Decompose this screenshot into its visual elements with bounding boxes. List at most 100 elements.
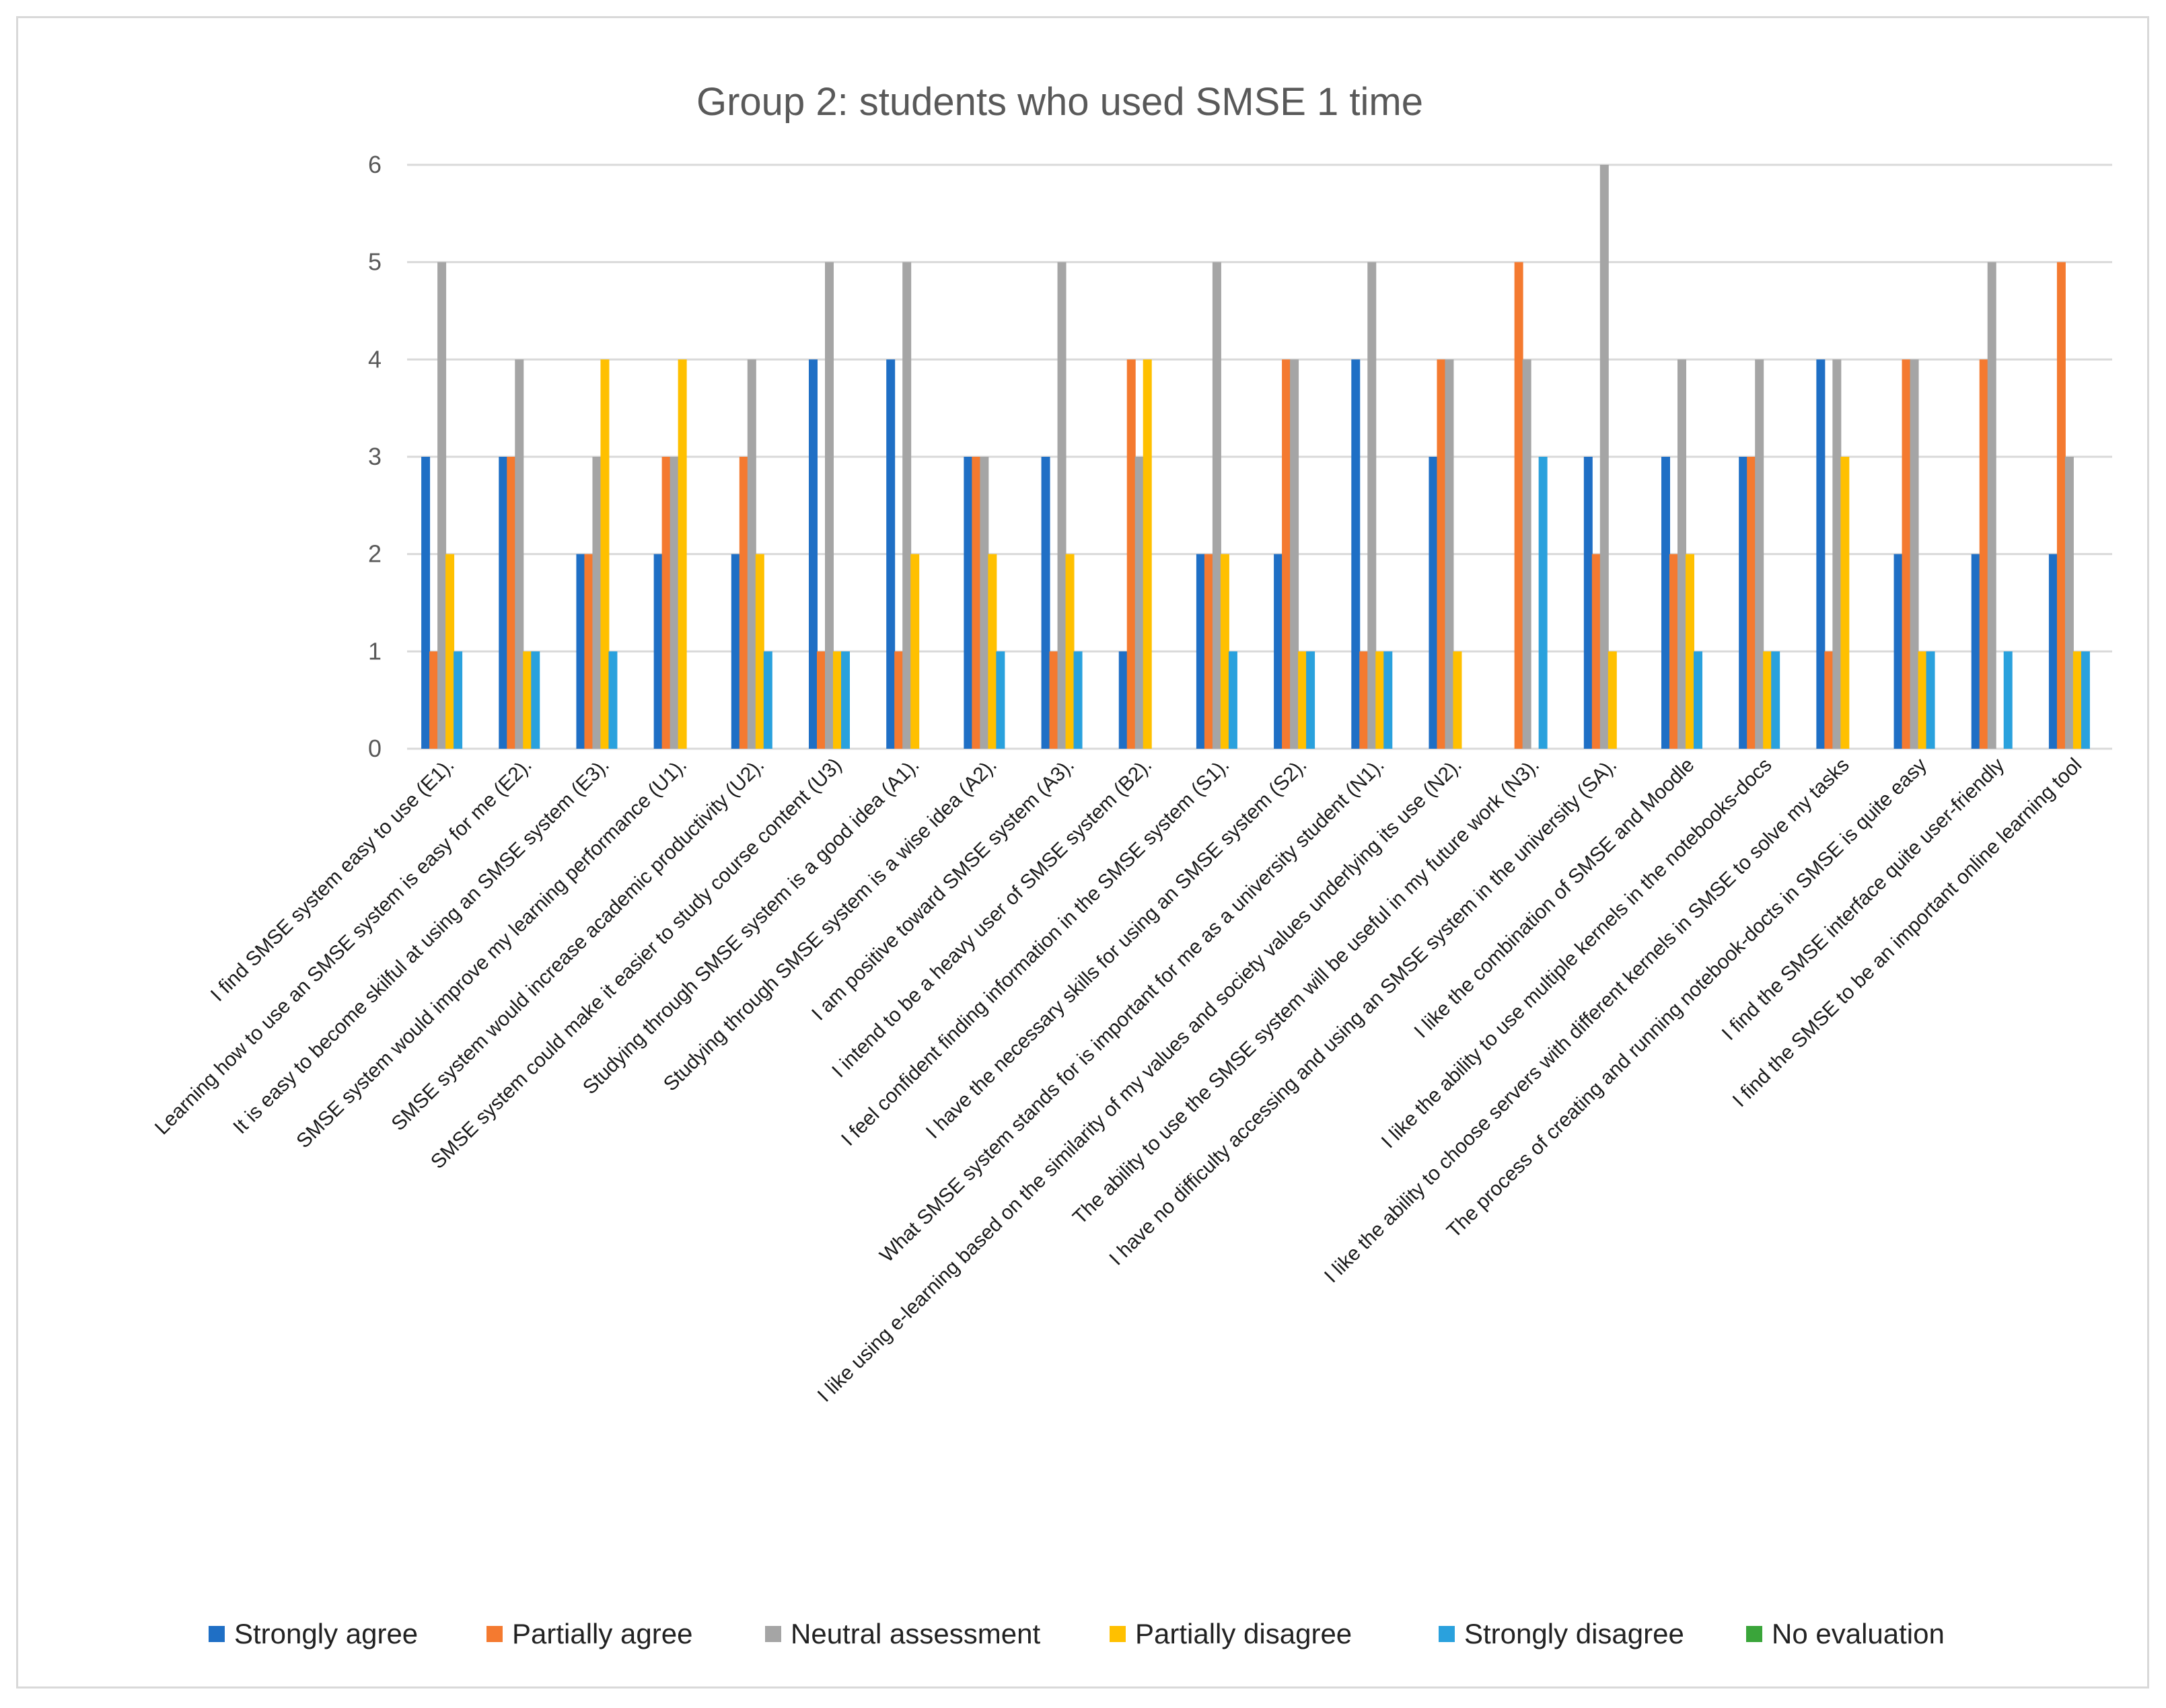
- bar: [507, 457, 516, 749]
- legend-item: Strongly agree: [209, 1618, 418, 1649]
- bar: [584, 554, 593, 749]
- bar: [1204, 554, 1213, 749]
- bar: [1282, 359, 1291, 749]
- bar: [755, 554, 764, 749]
- bar: [763, 651, 772, 749]
- bar: [980, 457, 989, 749]
- bar: [1599, 165, 1609, 749]
- bar: [1437, 359, 1446, 749]
- legend-label: Neutral assessment: [791, 1618, 1040, 1649]
- bar: [523, 651, 532, 749]
- legend-swatch: [765, 1626, 781, 1642]
- y-axis-ticks: 0 1 2 3 4 5 6: [368, 151, 382, 762]
- bar-chart: Group 2: students who used SMSE 1 time 0…: [151, 80, 2112, 1649]
- bar: [515, 359, 524, 749]
- bar: [1298, 651, 1307, 749]
- bar: [1041, 457, 1050, 749]
- bar: [1918, 651, 1927, 749]
- bar: [1065, 554, 1075, 749]
- y-tick-label: 2: [368, 540, 382, 568]
- bar: [1910, 359, 1919, 749]
- bar: [1367, 262, 1377, 749]
- legend-swatch: [1110, 1626, 1126, 1642]
- bar: [437, 262, 447, 749]
- y-tick-label: 3: [368, 443, 382, 470]
- legend-swatch: [209, 1626, 225, 1642]
- x-tick-label: I have no difficulty accessing and using…: [1105, 754, 1621, 1270]
- bars: [421, 165, 2090, 749]
- bar: [1143, 359, 1152, 749]
- legend-label: Partially agree: [512, 1618, 692, 1649]
- bar: [739, 457, 748, 749]
- bar: [1747, 457, 1756, 749]
- bar: [653, 554, 663, 749]
- bar: [2081, 651, 2090, 749]
- legend-label: Strongly disagree: [1464, 1618, 1684, 1649]
- x-tick-label: What SMSE system stands for is important…: [875, 754, 1389, 1267]
- bar: [1677, 359, 1686, 749]
- bar: [576, 554, 585, 749]
- bar: [886, 359, 896, 749]
- chart-frame: Group 2: students who used SMSE 1 time 0…: [16, 16, 2149, 1688]
- bar: [1763, 651, 1772, 749]
- bar: [2048, 554, 2058, 749]
- x-axis-ticks: I find SMSE system easy to use (E1).Lear…: [151, 754, 2086, 1407]
- gridlines: [407, 163, 2112, 750]
- bar: [972, 457, 981, 749]
- bar: [902, 262, 912, 749]
- x-tick-label: SMSE system would increase academic prod…: [387, 754, 768, 1136]
- legend-label: Strongly agree: [234, 1618, 418, 1649]
- bar: [1583, 457, 1593, 749]
- legend-swatch: [486, 1626, 503, 1642]
- bar: [678, 359, 687, 749]
- legend-item: Neutral assessment: [765, 1618, 1040, 1649]
- bar: [996, 651, 1005, 749]
- y-tick-label: 4: [368, 345, 382, 373]
- bar: [1840, 457, 1850, 749]
- bar: [1118, 651, 1128, 749]
- bar: [1228, 651, 1237, 749]
- bar: [1196, 554, 1205, 749]
- bar: [1591, 554, 1601, 749]
- bar: [825, 262, 834, 749]
- bar: [1383, 651, 1393, 749]
- bar: [809, 359, 818, 749]
- y-tick-label: 0: [368, 735, 382, 762]
- x-tick-label: It is easy to become skilful at using an…: [229, 754, 614, 1139]
- bar: [499, 457, 508, 749]
- x-tick-label: Learning how to use an SMSE system is ea…: [151, 754, 536, 1140]
- bar: [1522, 359, 1531, 749]
- legend-item: No evaluation: [1746, 1618, 1945, 1649]
- bar: [1755, 359, 1764, 749]
- bar: [531, 651, 540, 749]
- bar: [1902, 359, 1911, 749]
- bar: [1979, 359, 1988, 749]
- bar: [1057, 262, 1067, 749]
- bar: [1359, 651, 1369, 749]
- bar: [1739, 457, 1748, 749]
- bar: [1987, 262, 1996, 749]
- x-tick-label: I find the SMSE to be an important onlin…: [1729, 754, 2087, 1112]
- legend-item: Partially agree: [486, 1618, 692, 1649]
- x-tick-label: I find the SMSE interface quite user-fri…: [1718, 754, 2009, 1045]
- bar: [1212, 262, 1221, 749]
- bar: [833, 651, 842, 749]
- legend-label: Partially disagree: [1135, 1618, 1352, 1649]
- x-tick-label: I am positive toward SMSE system (A3).: [807, 754, 1079, 1025]
- bar: [1816, 359, 1826, 749]
- x-tick-label: I like the combination of SMSE and Moodl…: [1410, 754, 1698, 1043]
- bar: [1306, 651, 1315, 749]
- x-tick-label: I have the necessary skills for using an…: [922, 754, 1311, 1144]
- bar: [2064, 457, 2074, 749]
- bar: [964, 457, 973, 749]
- bar: [429, 651, 439, 749]
- bar: [1824, 651, 1834, 749]
- y-tick-label: 6: [368, 151, 382, 178]
- bar: [1220, 554, 1229, 749]
- bar: [1514, 262, 1523, 749]
- bar: [1429, 457, 1438, 749]
- bar: [1893, 554, 1903, 749]
- bar: [1669, 554, 1678, 749]
- bar: [1274, 554, 1283, 749]
- bar: [1049, 651, 1058, 749]
